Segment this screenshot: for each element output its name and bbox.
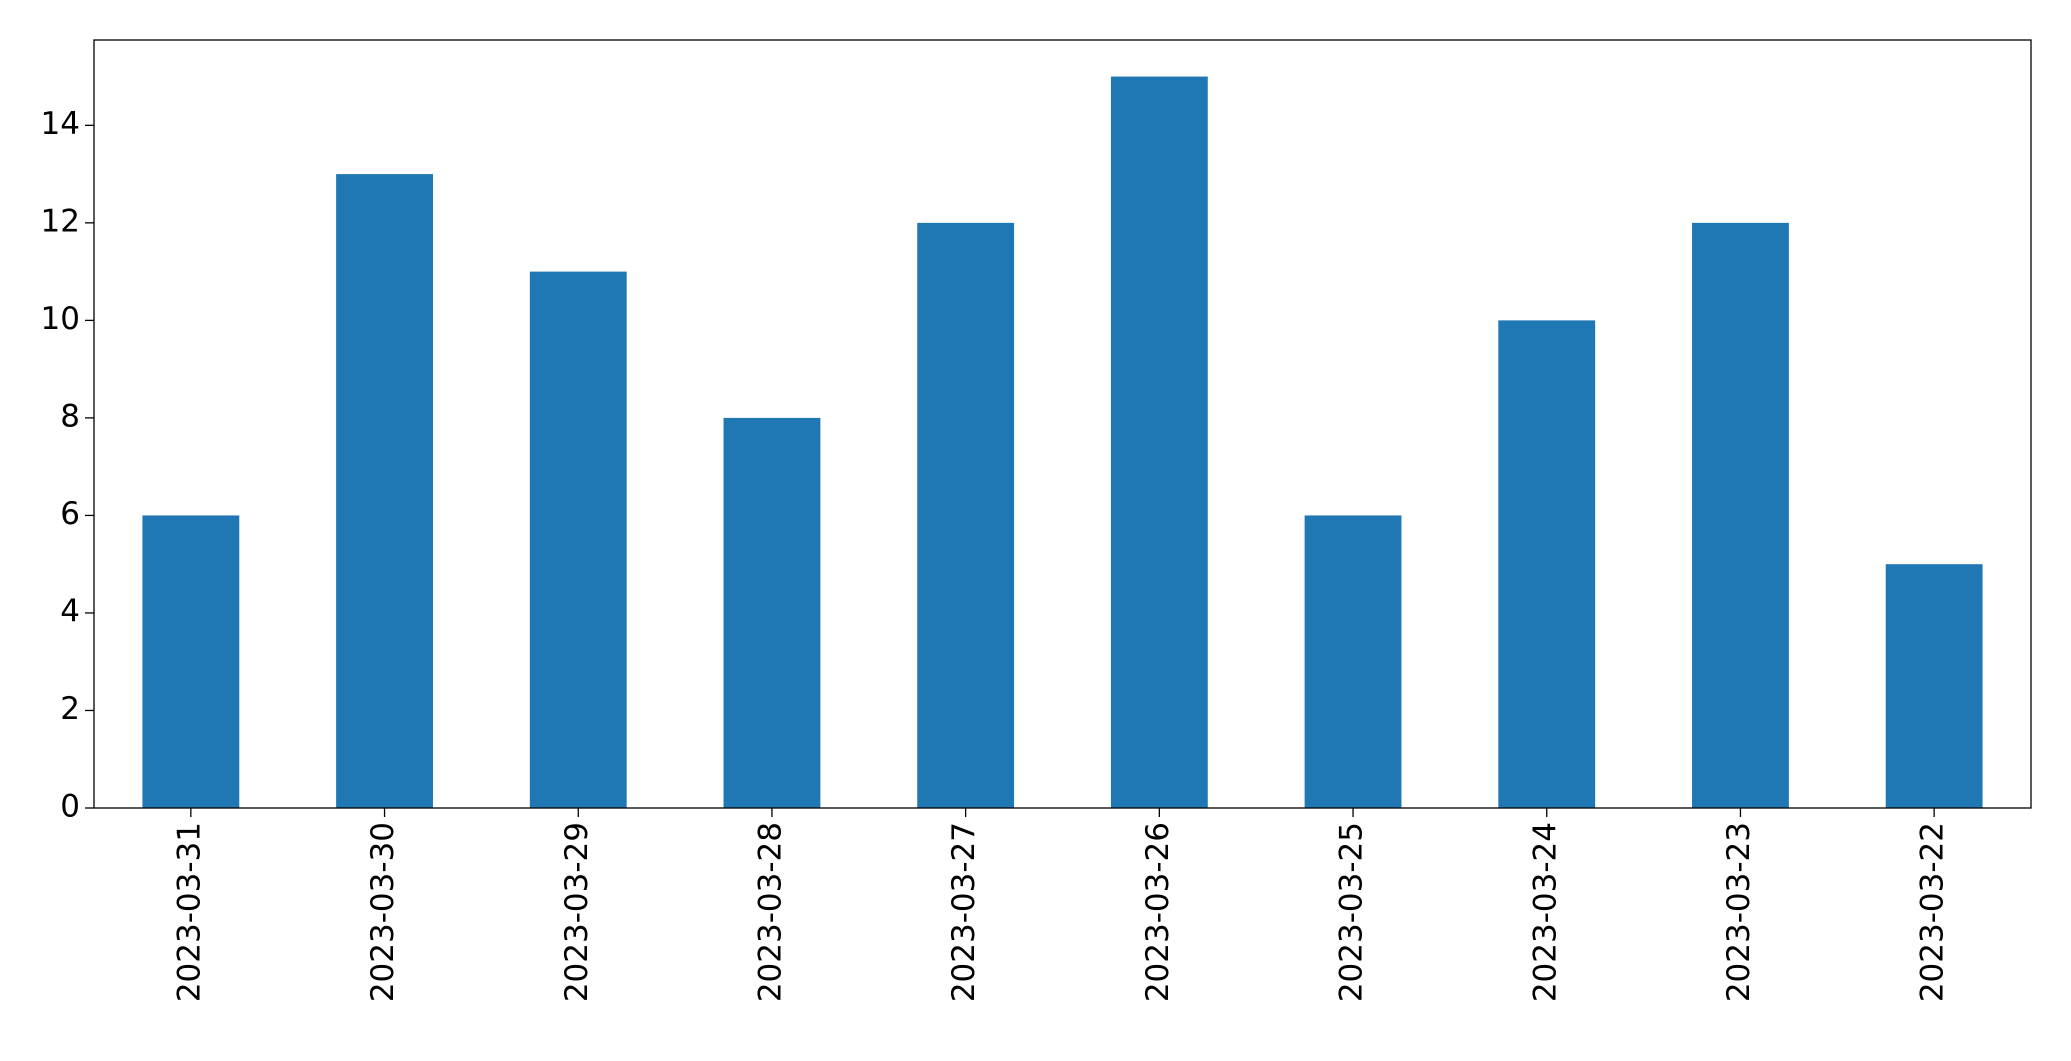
x-tick-label: 2023-03-23 <box>1721 822 1757 1002</box>
bar <box>1498 320 1596 808</box>
y-tick-label: 4 <box>60 593 80 629</box>
bar <box>917 222 1015 808</box>
bar <box>723 417 821 808</box>
y-tick-label: 14 <box>41 106 80 142</box>
bar <box>1885 564 1983 808</box>
x-tick-label: 2023-03-22 <box>1915 822 1951 1002</box>
y-tick-label: 12 <box>41 203 80 239</box>
x-tick-label: 2023-03-28 <box>752 822 788 1002</box>
plot-frame <box>93 39 2032 809</box>
bar <box>1110 76 1208 809</box>
bar <box>142 515 240 808</box>
y-tick-label: 8 <box>60 398 80 434</box>
x-tick-label: 2023-03-27 <box>946 822 982 1002</box>
x-tick-label: 2023-03-31 <box>171 822 207 1002</box>
x-tick-label: 2023-03-30 <box>365 822 401 1002</box>
bar <box>1304 515 1402 808</box>
bar <box>529 271 627 809</box>
y-tick-label: 6 <box>60 496 80 532</box>
y-tick-label: 10 <box>41 301 80 337</box>
y-tick-label: 2 <box>60 691 80 727</box>
x-tick-label: 2023-03-24 <box>1527 822 1563 1002</box>
x-tick-label: 2023-03-29 <box>559 822 595 1002</box>
bar <box>1692 222 1789 808</box>
x-tick-label: 2023-03-26 <box>1140 822 1176 1002</box>
y-tick-label: 0 <box>60 789 80 825</box>
x-tick-label: 2023-03-25 <box>1334 822 1370 1002</box>
bar <box>336 174 433 809</box>
